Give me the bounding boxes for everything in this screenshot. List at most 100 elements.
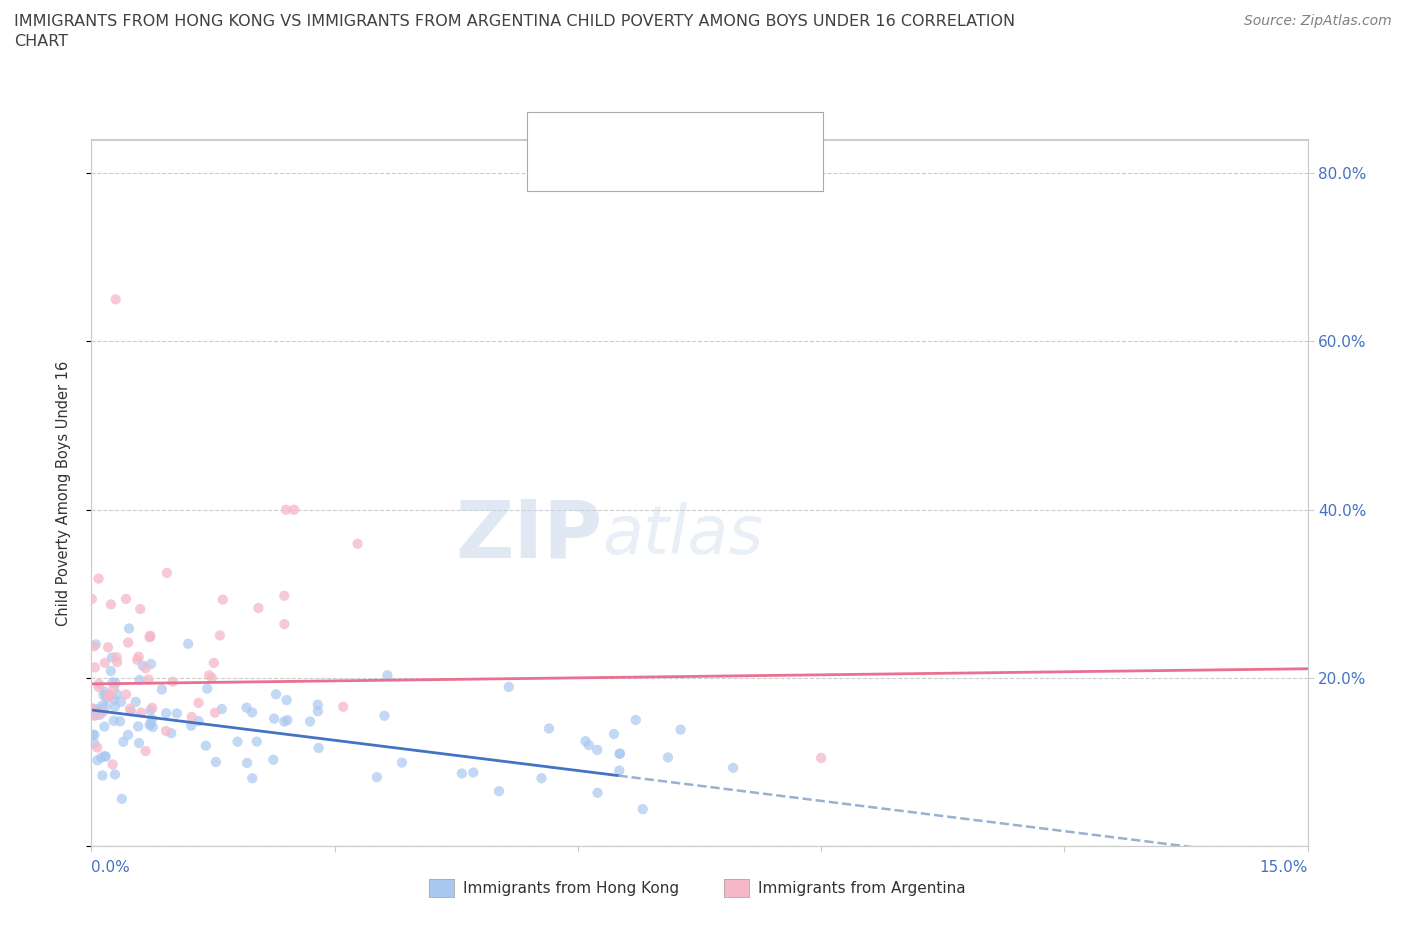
Point <box>156 565 179 580</box>
Point <box>194 738 217 753</box>
Point <box>195 682 218 697</box>
Point <box>129 705 152 720</box>
Point <box>240 771 263 786</box>
Point <box>150 682 173 697</box>
Point <box>247 601 270 616</box>
Point <box>609 747 631 762</box>
Point <box>128 649 150 664</box>
Point <box>263 711 285 726</box>
Text: 0.0%: 0.0% <box>91 860 131 875</box>
Point <box>105 686 128 701</box>
Point <box>135 661 157 676</box>
Point <box>80 591 103 606</box>
Point <box>187 713 209 728</box>
Point <box>141 711 163 726</box>
Point <box>226 735 249 750</box>
Point <box>586 785 609 800</box>
Point <box>276 712 298 727</box>
Point <box>308 740 330 755</box>
Point <box>128 736 150 751</box>
Point <box>112 735 135 750</box>
Text: ZIP: ZIP <box>456 497 602 575</box>
Point <box>631 802 654 817</box>
Point <box>83 701 105 716</box>
Point <box>129 602 152 617</box>
Point <box>669 723 692 737</box>
Point <box>108 714 131 729</box>
Point <box>721 761 744 776</box>
Point <box>451 766 474 781</box>
Point <box>180 710 202 724</box>
Point <box>139 629 162 644</box>
Point <box>104 699 127 714</box>
Point <box>98 689 121 704</box>
Point <box>264 686 287 701</box>
Point <box>83 736 105 751</box>
Point <box>139 716 162 731</box>
Point <box>246 734 269 749</box>
Point <box>180 718 202 733</box>
Point <box>115 591 138 606</box>
Point <box>93 687 115 702</box>
Point <box>87 571 110 586</box>
Point <box>142 720 165 735</box>
Point <box>101 757 124 772</box>
Point <box>298 714 321 729</box>
Text: IMMIGRANTS FROM HONG KONG VS IMMIGRANTS FROM ARGENTINA CHILD POVERTY AMONG BOYS : IMMIGRANTS FROM HONG KONG VS IMMIGRANTS … <box>14 14 1015 29</box>
Point <box>346 537 368 551</box>
Point <box>103 692 125 707</box>
Point <box>162 674 184 689</box>
Point <box>211 592 233 607</box>
Point <box>100 664 122 679</box>
Point <box>530 771 553 786</box>
Text: R =  -0.03   N = 55: R = -0.03 N = 55 <box>581 160 763 175</box>
Point <box>117 635 139 650</box>
Point <box>93 749 115 764</box>
Point <box>332 699 354 714</box>
Point <box>83 708 105 723</box>
Point <box>273 589 295 604</box>
Point <box>537 721 560 736</box>
Point <box>236 755 259 770</box>
Text: Immigrants from Hong Kong: Immigrants from Hong Kong <box>463 881 679 896</box>
Point <box>366 770 388 785</box>
Point <box>273 714 295 729</box>
Point <box>96 691 118 706</box>
Point <box>80 701 103 716</box>
Point <box>202 656 225 671</box>
Point <box>603 726 626 741</box>
Point <box>91 768 114 783</box>
Text: R =  -0.222   N = 96: R = -0.222 N = 96 <box>581 130 773 145</box>
Point <box>91 705 114 720</box>
Point <box>104 767 127 782</box>
Point <box>586 742 609 757</box>
Point <box>118 621 141 636</box>
Point <box>240 705 263 720</box>
Point <box>373 709 395 724</box>
Point <box>120 704 142 719</box>
Point <box>624 712 647 727</box>
Point <box>87 676 110 691</box>
Point <box>111 791 134 806</box>
Point <box>127 719 149 734</box>
Text: Immigrants from Argentina: Immigrants from Argentina <box>758 881 966 896</box>
Point <box>657 750 679 764</box>
Point <box>97 687 120 702</box>
Point <box>94 656 117 671</box>
Point <box>103 713 125 728</box>
Point <box>138 672 160 687</box>
Point <box>187 696 209 711</box>
Point <box>177 636 200 651</box>
Point <box>155 724 177 738</box>
Point <box>103 681 125 696</box>
Point <box>139 657 162 671</box>
Point <box>101 650 124 665</box>
Point <box>110 695 132 710</box>
Point <box>90 751 112 765</box>
Point <box>463 765 485 780</box>
Point <box>127 652 149 667</box>
Point <box>283 502 305 517</box>
Point <box>307 698 329 712</box>
Point <box>91 698 114 713</box>
Point <box>141 700 163 715</box>
